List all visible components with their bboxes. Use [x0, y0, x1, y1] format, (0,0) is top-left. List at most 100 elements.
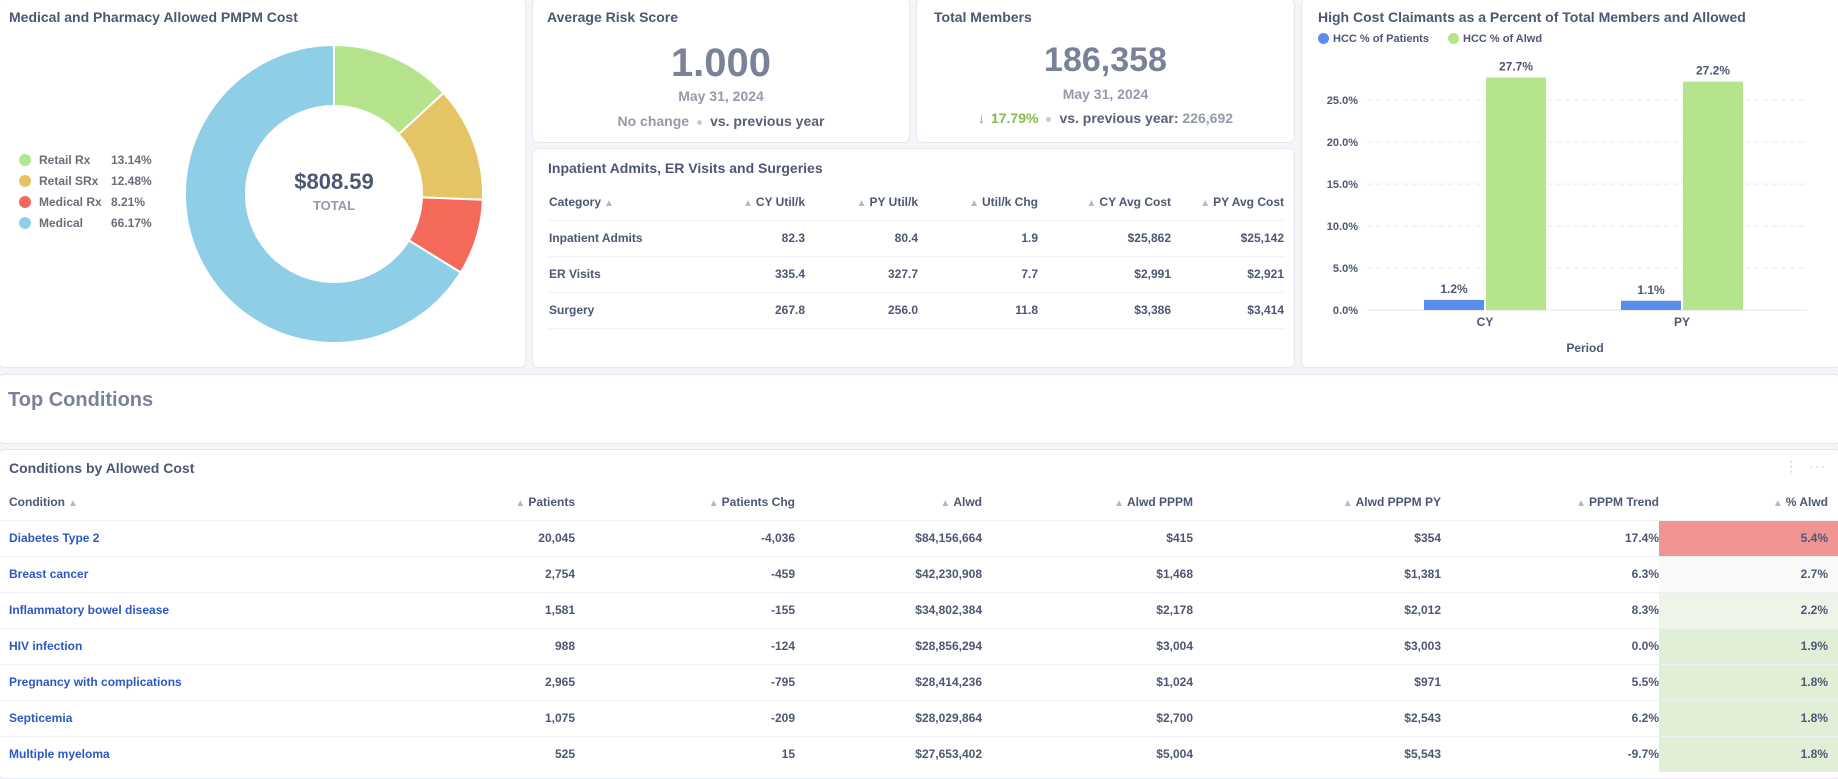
members-change: 17.79%	[990, 110, 1039, 126]
table-cell: 256.0	[805, 291, 918, 328]
table-cell: 525	[309, 735, 575, 772]
table-cell: $415	[982, 519, 1193, 556]
bar[interactable]	[1424, 299, 1484, 310]
table-cell: 11.8	[918, 291, 1038, 328]
table-cell: 82.3	[697, 219, 805, 256]
condition-link[interactable]: Multiple myeloma	[9, 735, 309, 772]
separator-dot	[697, 119, 703, 125]
condition-link[interactable]: Diabetes Type 2	[9, 519, 309, 556]
table-cell: $2,178	[982, 591, 1193, 628]
row-spacer	[1, 519, 9, 556]
members-previous-value: 226,692	[1182, 110, 1234, 126]
condition-link[interactable]: Pregnancy with complications	[9, 663, 309, 700]
legend-item[interactable]: Medical 66.17%	[19, 216, 152, 230]
total-members-card: Total Members 186,358 May 31, 2024 ↓ 17.7…	[916, 0, 1295, 143]
col-header-cy-util[interactable]: ▲ CY Util/k	[742, 194, 805, 209]
table-row: Septicemia 1,075 -209 $28,029,864 $2,700 $2,5…	[1, 699, 1838, 736]
risk-score-title: Average Risk Score	[547, 9, 678, 25]
pct-alwd-cell: 2.7%	[1659, 555, 1838, 592]
legend-label: Retail Rx	[39, 153, 91, 167]
col-header-alwd-pppm[interactable]: ▲ Alwd PPPM	[1114, 494, 1193, 509]
y-tick-label: 25.0%	[1327, 95, 1358, 107]
pmpm-cost-title: Medical and Pharmacy Allowed PMPM Cost	[9, 9, 298, 25]
table-cell: 2,965	[309, 663, 575, 700]
legend-swatch	[1318, 33, 1329, 44]
table-cell: 2,754	[309, 555, 575, 592]
legend-swatch	[19, 217, 31, 229]
donut-slice[interactable]	[184, 43, 463, 344]
hcc-chart-card: High Cost Claimants as a Percent of Tota…	[1301, 0, 1838, 368]
pct-alwd-cell: 1.9%	[1659, 627, 1838, 664]
col-header-alwd[interactable]: ▲ Alwd	[940, 494, 982, 509]
bar[interactable]	[1621, 300, 1681, 310]
legend-item[interactable]: Retail SRx 12.48%	[19, 174, 152, 188]
col-header-pct-alwd[interactable]: ▲% Alwd	[1772, 494, 1828, 509]
row-spacer	[1, 627, 9, 664]
condition-link[interactable]: Inflammatory bowel disease	[9, 591, 309, 628]
x-tick-label: PY	[1674, 315, 1690, 329]
table-cell: $1,381	[1193, 555, 1441, 592]
pct-alwd-cell: 5.4%	[1659, 519, 1838, 556]
table-cell: $2,991	[1038, 255, 1171, 292]
table-cell: $27,653,402	[795, 735, 982, 772]
col-header-category[interactable]: Category ▲	[549, 194, 614, 209]
conditions-table: Condition ▲ ▲ Patients ▲ Patients Chg ▲ Alwd…	[1, 484, 1838, 772]
table-cell: $2,700	[982, 699, 1193, 736]
hcc-bar-chart: 0.0% 5.0% 10.0% 15.0% 20.0% 25.0% 1.2% 27.7% CY 1…	[1327, 60, 1807, 355]
donut-total-value: $808.59	[294, 169, 374, 194]
col-header-util-chg[interactable]: ▲ Util/k Chg	[969, 194, 1038, 209]
sort-up-icon: ▲	[1086, 197, 1097, 209]
table-cell: 6.2%	[1441, 699, 1659, 736]
y-tick-label: 10.0%	[1327, 221, 1358, 233]
table-cell: 80.4	[805, 219, 918, 256]
table-cell: $28,414,236	[795, 663, 982, 700]
total-members-title: Total Members	[934, 9, 1032, 25]
col-header-pppm-trend[interactable]: ▲ PPPM Trend	[1576, 494, 1659, 509]
row-spacer	[1, 663, 9, 700]
bar[interactable]	[1683, 81, 1743, 310]
utilization-card: Inpatient Admits, ER Visits and Surgerie…	[532, 148, 1295, 368]
legend-item[interactable]: Medical Rx 8.21%	[19, 195, 145, 209]
top-conditions-header: Top Conditions	[0, 374, 1838, 444]
table-cell: 1,581	[309, 591, 575, 628]
table-row: Surgery 267.8 256.0 11.8 $3,386 $3,414	[549, 291, 1284, 328]
hcc-legend: HCC % of Patients HCC % of Alwd	[1318, 33, 1542, 45]
col-header-cy-avg-cost[interactable]: ▲ CY Avg Cost	[1086, 194, 1171, 209]
table-cell: -9.7%	[1441, 735, 1659, 772]
section-title: Top Conditions	[8, 389, 154, 411]
col-header-py-util[interactable]: ▲ PY Util/k	[856, 194, 918, 209]
members-vs-label: vs. previous year:	[1059, 110, 1179, 126]
legend-value: 12.48%	[111, 174, 152, 188]
condition-link[interactable]: Breast cancer	[9, 555, 309, 592]
separator-dot	[1046, 116, 1052, 122]
col-header-condition[interactable]: Condition ▲	[9, 494, 78, 509]
table-cell: 7.7	[918, 255, 1038, 292]
table-cell: 327.7	[805, 255, 918, 292]
col-header-alwd-pppm-py[interactable]: ▲ Alwd PPPM PY	[1342, 494, 1441, 509]
table-cell: $1,024	[982, 663, 1193, 700]
bar[interactable]	[1486, 77, 1546, 311]
table-cell: $42,230,908	[795, 555, 982, 592]
table-row: ER Visits 335.4 327.7 7.7 $2,991 $2,921	[549, 255, 1284, 292]
total-members-comparison: ↓ 17.79% vs. previous year: 226,692	[917, 110, 1294, 126]
sort-up-icon: ▲	[708, 497, 719, 509]
legend-item[interactable]: Retail Rx 13.14%	[19, 153, 152, 167]
table-row: Breast cancer 2,754 -459 $42,230,908 $1,468 $…	[1, 555, 1838, 592]
table-row: Inpatient Admits 82.3 80.4 1.9 $25,862 $…	[549, 219, 1284, 256]
col-header-patients-chg[interactable]: ▲ Patients Chg	[708, 494, 795, 509]
col-header-py-avg-cost[interactable]: ▲ PY Avg Cost	[1200, 194, 1284, 209]
legend-item-alwd[interactable]: HCC % of Alwd	[1448, 33, 1542, 45]
col-header-patients[interactable]: ▲ Patients	[515, 494, 575, 509]
more-icon[interactable]: ⋮ ···	[1784, 458, 1826, 474]
y-tick-label: 20.0%	[1327, 137, 1358, 149]
conditions-title: Conditions by Allowed Cost	[9, 460, 195, 476]
condition-link[interactable]: HIV infection	[9, 627, 309, 664]
table-cell: $84,156,664	[795, 519, 982, 556]
condition-link[interactable]: Septicemia	[9, 699, 309, 736]
pmpm-cost-card: Medical and Pharmacy Allowed PMPM Cost R…	[0, 0, 526, 368]
row-spacer	[1, 699, 9, 736]
legend-item-patients[interactable]: HCC % of Patients	[1318, 33, 1429, 45]
pct-alwd-cell: 1.8%	[1659, 735, 1838, 772]
arrow-down-icon: ↓	[977, 110, 985, 126]
table-row: Multiple myeloma 525 15 $27,653,402 $5,004 $5…	[1, 735, 1838, 772]
